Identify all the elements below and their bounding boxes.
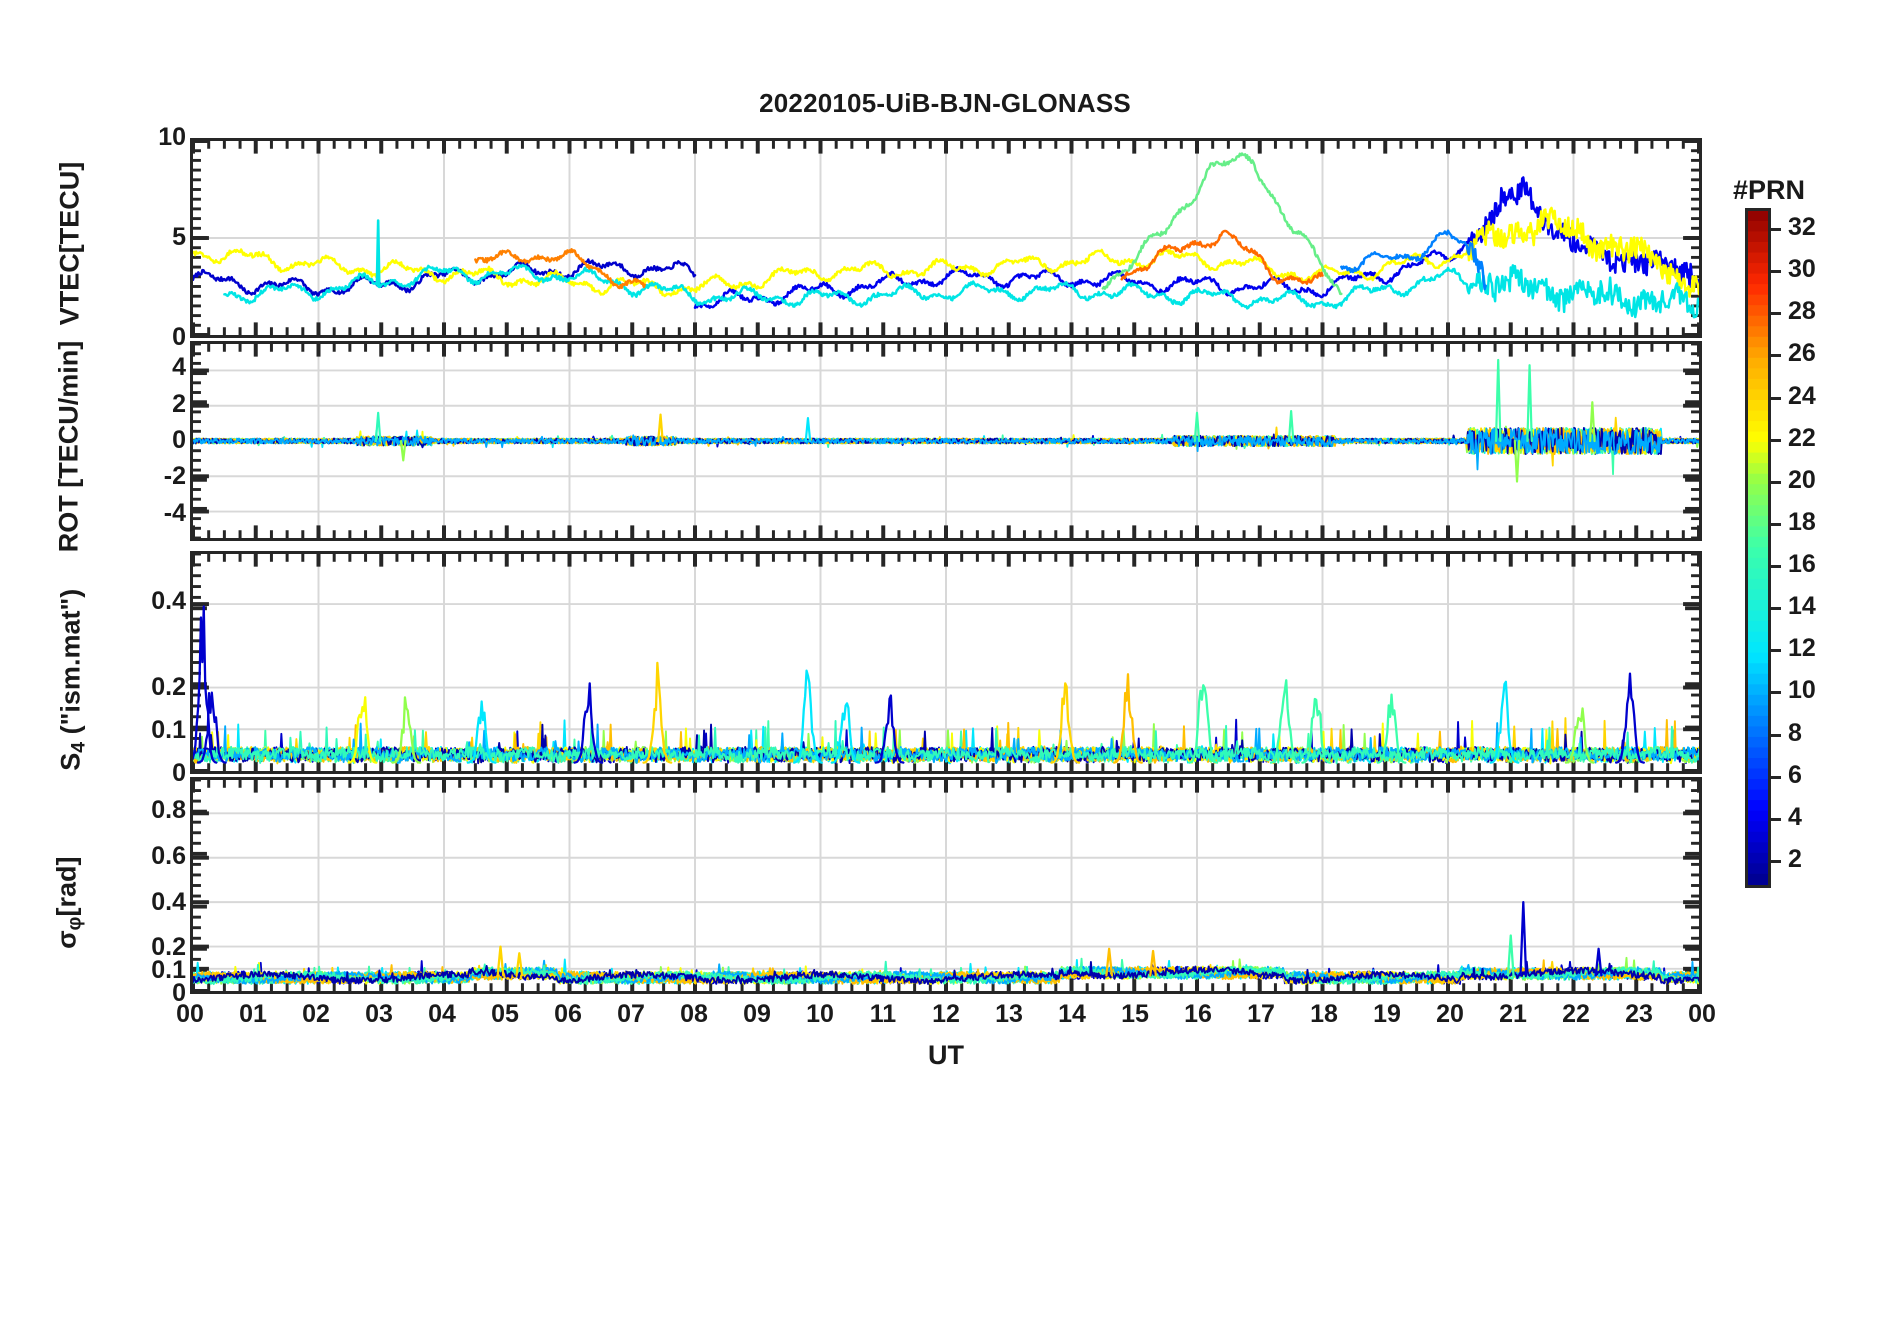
colorbar-tick-label-4: 24 [1788, 381, 1816, 410]
y-tick-label-sigma-1: 0.1 [151, 956, 186, 985]
x-tick-label-21: 21 [1499, 1000, 1527, 1028]
colorbar-tick-10 [1771, 649, 1781, 653]
x-tick-label-10: 10 [806, 1000, 834, 1028]
colorbar-tick-label-14: 4 [1788, 802, 1802, 831]
y-tick-label-s4-2: 0.2 [151, 673, 186, 702]
y-tick-label-s4-0: 0 [172, 759, 186, 787]
y-tick-label-sigma-3: 0.4 [151, 887, 186, 916]
x-tick-label-22: 22 [1562, 1000, 1590, 1028]
x-tick-label-4: 04 [428, 1000, 456, 1028]
y-tick-label-sigma-4: 0.6 [151, 841, 186, 870]
colorbar-tick-2 [1771, 312, 1781, 316]
colorbar-title: #PRN [1733, 175, 1806, 205]
y-tick-label-rot-2: 0 [172, 426, 186, 454]
x-tick-label-13: 13 [995, 1000, 1023, 1028]
colorbar-tick-label-6: 20 [1788, 465, 1816, 494]
x-tick-label-8: 08 [680, 1000, 708, 1028]
colorbar-tick-label-1: 30 [1788, 255, 1816, 284]
colorbar-tick-9 [1771, 607, 1781, 611]
colorbar-tick-label-7: 18 [1788, 507, 1816, 536]
colorbar-tick-14 [1771, 817, 1781, 821]
colorbar-tick-label-3: 26 [1788, 339, 1816, 368]
x-tick-label-7: 07 [617, 1000, 645, 1028]
y-tick-label-rot-0: -4 [163, 498, 186, 527]
colorbar-tick-4 [1771, 396, 1781, 400]
x-tick-label-11: 11 [869, 1000, 897, 1028]
colorbar-tick-label-12: 8 [1788, 718, 1802, 747]
axis-title-sigma-phi: σφ[rad] [51, 856, 86, 949]
colorbar-tick-label-2: 28 [1788, 297, 1816, 326]
colorbar-tick-label-0: 32 [1788, 213, 1816, 242]
y-tick-label-s4-3: 0.4 [151, 587, 186, 616]
y-tick-label-rot-4: 4 [172, 353, 186, 382]
x-tick-label-23: 23 [1625, 1000, 1653, 1028]
x-tick-label-6: 06 [554, 1000, 582, 1028]
x-tick-label-2: 02 [302, 1000, 330, 1028]
colorbar-tick-6 [1771, 480, 1781, 484]
colorbar-tick-label-15: 2 [1788, 844, 1802, 873]
x-tick-label-12: 12 [932, 1000, 960, 1028]
y-tick-label-s4-1: 0.1 [151, 716, 186, 745]
colorbar-tick-8 [1771, 565, 1781, 569]
y-tick-label-sigma-5: 0.8 [151, 796, 186, 825]
x-tick-label-16: 16 [1184, 1000, 1212, 1028]
x-tick-label-17: 17 [1247, 1000, 1275, 1028]
x-tick-label-18: 18 [1310, 1000, 1338, 1028]
colorbar-tick-3 [1771, 354, 1781, 358]
colorbar-tick-label-9: 14 [1788, 592, 1816, 621]
colorbar-tick-label-8: 16 [1788, 550, 1816, 579]
colorbar-tick-12 [1771, 733, 1781, 737]
colorbar-tick-label-13: 6 [1788, 760, 1802, 789]
y-tick-label-vtec-0: 0 [172, 323, 186, 351]
y-tick-label-rot-1: -2 [163, 462, 186, 491]
x-tick-label-0: 00 [176, 1000, 204, 1028]
x-tick-label-20: 20 [1436, 1000, 1464, 1028]
page-title: 20220105-UiB-BJN-GLONASS [759, 88, 1131, 118]
x-tick-label-5: 05 [491, 1000, 519, 1028]
colorbar-tick-label-11: 10 [1788, 676, 1816, 705]
colorbar-tick-7 [1771, 522, 1781, 526]
x-tick-label-1: 01 [239, 1000, 267, 1028]
y-tick-label-sigma-2: 0.2 [151, 933, 186, 962]
x-tick-label-9: 09 [743, 1000, 771, 1028]
colorbar-tick-label-5: 22 [1788, 423, 1816, 452]
x-tick-label-15: 15 [1121, 1000, 1149, 1028]
x-tick-label-14: 14 [1058, 1000, 1086, 1028]
y-tick-label-sigma-0: 0 [172, 979, 186, 1007]
panel-vtec [190, 138, 1702, 338]
panel-s4 [190, 551, 1702, 774]
y-tick-label-rot-3: 2 [172, 389, 186, 418]
colorbar-tick-label-10: 12 [1788, 634, 1816, 663]
axis-title-ut: UT [928, 1040, 964, 1070]
x-tick-label-19: 19 [1373, 1000, 1401, 1028]
colorbar-tick-1 [1771, 270, 1781, 274]
colorbar-tick-13 [1771, 775, 1781, 779]
x-tick-label-24: 00 [1688, 1000, 1716, 1028]
panel-sigma-phi [190, 777, 1702, 994]
x-tick-label-3: 03 [365, 1000, 393, 1028]
colorbar-tick-0 [1771, 228, 1781, 232]
colorbar-tick-15 [1771, 859, 1781, 863]
y-tick-label-vtec-1: 5 [172, 223, 186, 251]
colorbar[interactable] [1745, 208, 1771, 888]
colorbar-tick-11 [1771, 691, 1781, 695]
panel-rot [190, 341, 1702, 541]
y-tick-label-vtec-2: 10 [158, 123, 186, 151]
colorbar-tick-5 [1771, 438, 1781, 442]
